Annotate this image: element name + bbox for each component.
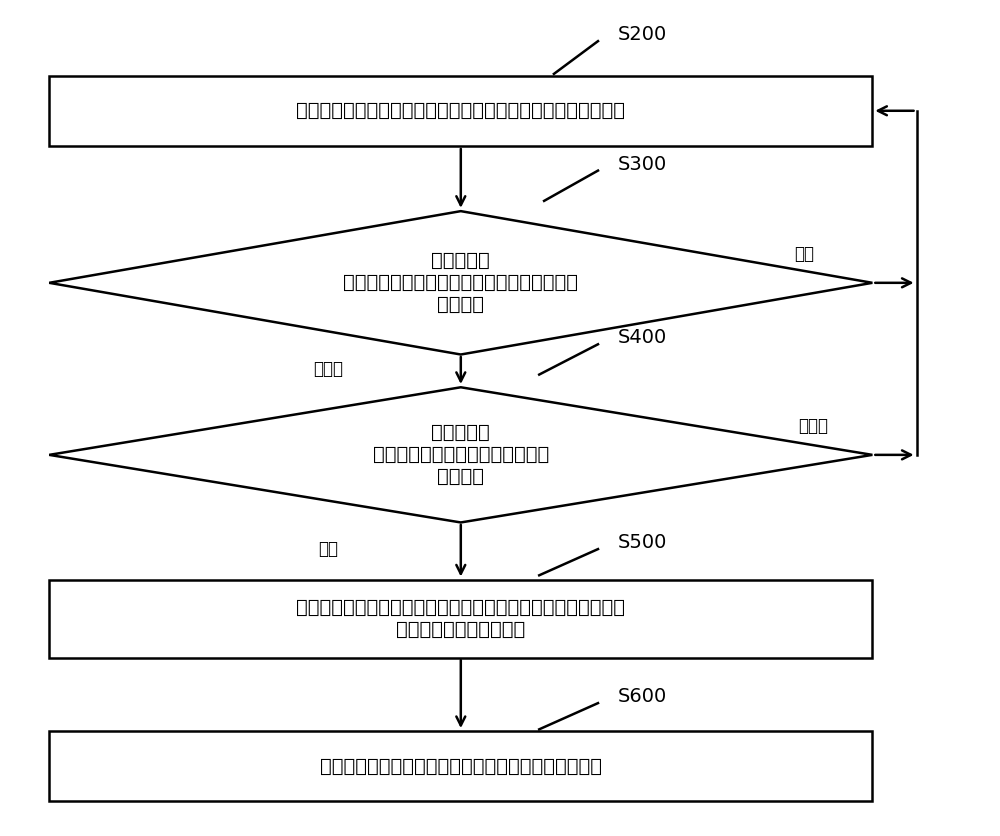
Polygon shape	[49, 387, 872, 522]
Text: 根据机器人待作业区域的地图信息，分割的多个子区域进行作业: 根据机器人待作业区域的地图信息，分割的多个子区域进行作业	[296, 101, 625, 120]
Bar	[49, 580, 872, 658]
Polygon shape	[49, 212, 872, 354]
Text: 未结束: 未结束	[314, 359, 344, 378]
Text: S400: S400	[618, 329, 667, 347]
Text: 获取发生变化的位置信息点，在所述地图信息中滤除机器人已作
业过的地图子区域信息；: 获取发生变化的位置信息点，在所述地图信息中滤除机器人已作 业过的地图子区域信息；	[296, 599, 625, 640]
Text: 变化: 变化	[318, 540, 338, 558]
Text: S500: S500	[618, 533, 667, 552]
Text: 根据机器人
的当前位置信息点判断机器人在前子区域作业
是否结束: 根据机器人 的当前位置信息点判断机器人在前子区域作业 是否结束	[343, 252, 578, 314]
Bar	[49, 76, 872, 145]
Text: S600: S600	[618, 687, 667, 706]
Text: S200: S200	[618, 25, 667, 44]
Text: S300: S300	[618, 155, 667, 174]
Text: 在当前位置
信息点判断所述地图信息中的环境
变化状态: 在当前位置 信息点判断所述地图信息中的环境 变化状态	[373, 423, 549, 487]
Text: 未变化: 未变化	[799, 417, 829, 436]
Text: 将滤除后剩余未作业的所述地图信息重新进行动态分割: 将滤除后剩余未作业的所述地图信息重新进行动态分割	[320, 757, 602, 776]
Bar	[49, 732, 872, 801]
Text: 结束: 结束	[794, 245, 814, 263]
